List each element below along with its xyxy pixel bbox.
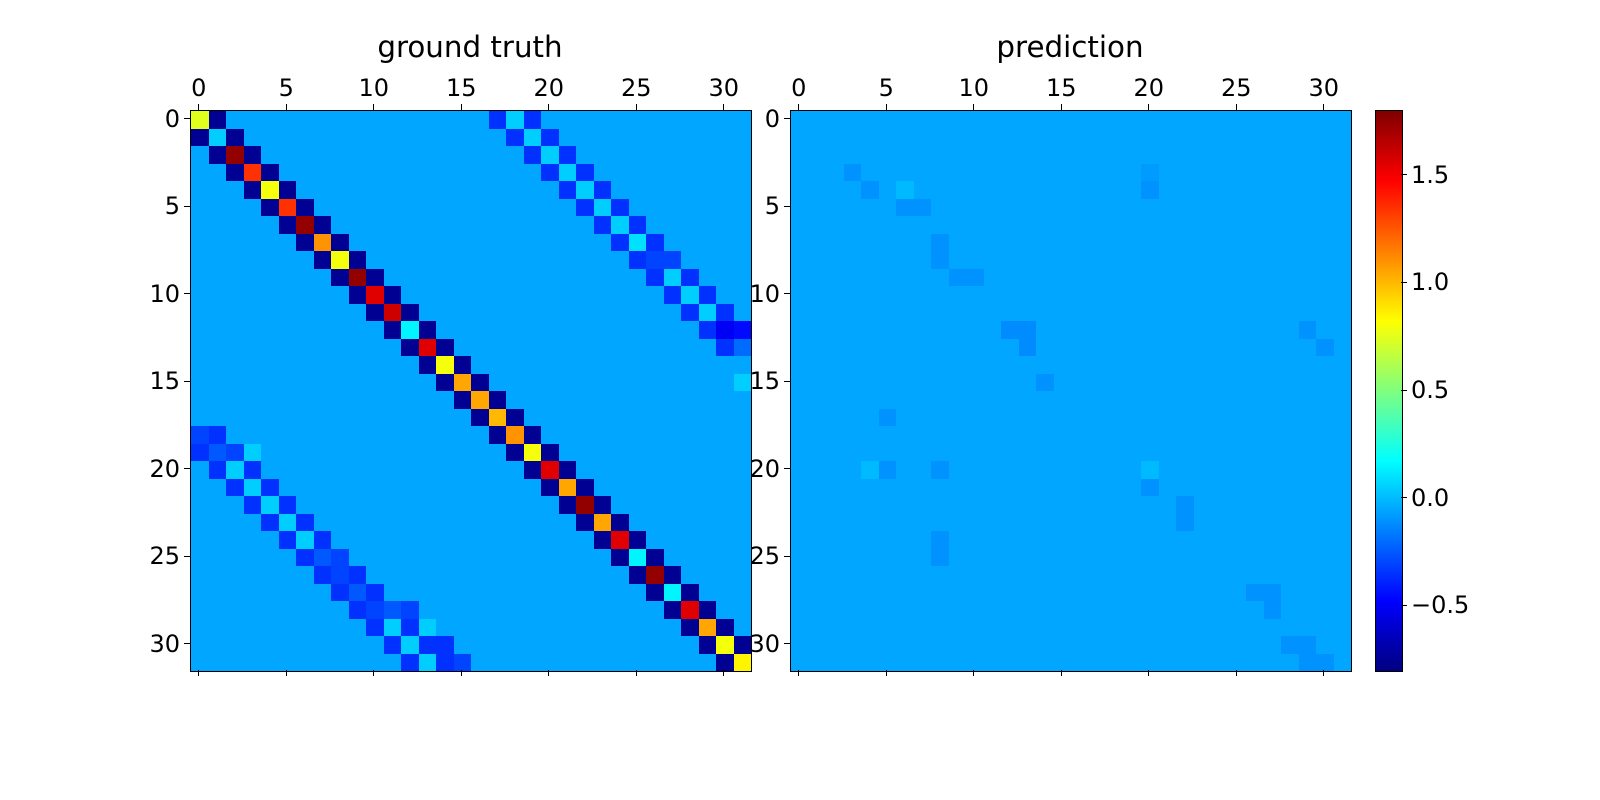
x-tick-bottom: [723, 670, 724, 676]
y-tick-label: 10: [135, 280, 180, 308]
y-tick-label: 25: [735, 542, 780, 570]
panel-title: ground truth: [190, 30, 750, 64]
x-tick-label: 30: [1304, 74, 1344, 102]
y-tick: [184, 293, 190, 294]
y-tick: [184, 381, 190, 382]
x-tick: [798, 104, 799, 110]
x-tick: [373, 104, 374, 110]
x-tick-bottom: [1061, 670, 1062, 676]
y-tick-label: 15: [735, 367, 780, 395]
x-tick: [1323, 104, 1324, 110]
heatmap-panel: prediction051015202530051015202530: [790, 110, 1350, 670]
x-tick: [1148, 104, 1149, 110]
x-tick: [723, 104, 724, 110]
y-tick-label: 0: [735, 105, 780, 133]
colorbar-tick: [1401, 174, 1407, 175]
y-tick: [184, 468, 190, 469]
x-tick-label: 10: [954, 74, 994, 102]
y-tick: [784, 643, 790, 644]
y-tick: [184, 556, 190, 557]
y-tick-label: 30: [135, 630, 180, 658]
x-tick-label: 25: [1216, 74, 1256, 102]
x-tick-bottom: [1148, 670, 1149, 676]
heatmap-grid: [790, 110, 1352, 672]
x-tick-label: 15: [1041, 74, 1081, 102]
y-tick-label: 0: [135, 105, 180, 133]
heatmap-panel: ground truth051015202530051015202530: [190, 110, 750, 670]
x-tick-label: 20: [1129, 74, 1169, 102]
y-tick-label: 20: [135, 455, 180, 483]
y-tick: [784, 293, 790, 294]
x-tick: [286, 104, 287, 110]
y-tick: [184, 643, 190, 644]
x-tick-bottom: [798, 670, 799, 676]
colorbar-tick: [1401, 497, 1407, 498]
x-tick-label: 0: [179, 74, 219, 102]
x-tick-bottom: [636, 670, 637, 676]
x-tick-bottom: [198, 670, 199, 676]
y-tick: [784, 381, 790, 382]
x-tick-label: 25: [616, 74, 656, 102]
x-tick: [461, 104, 462, 110]
x-tick-label: 5: [266, 74, 306, 102]
y-tick-label: 5: [135, 192, 180, 220]
x-tick: [886, 104, 887, 110]
colorbar-tick-label: −0.5: [1411, 591, 1469, 619]
x-tick-bottom: [548, 670, 549, 676]
x-tick-label: 30: [704, 74, 744, 102]
x-tick: [636, 104, 637, 110]
colorbar-tick: [1401, 605, 1407, 606]
x-tick-bottom: [886, 670, 887, 676]
x-tick: [198, 104, 199, 110]
colorbar-tick: [1401, 390, 1407, 391]
x-tick: [548, 104, 549, 110]
x-tick: [1061, 104, 1062, 110]
x-tick-bottom: [373, 670, 374, 676]
y-tick: [184, 118, 190, 119]
y-tick-label: 30: [735, 630, 780, 658]
x-tick-label: 5: [866, 74, 906, 102]
y-tick-label: 5: [735, 192, 780, 220]
y-tick-label: 25: [135, 542, 180, 570]
panel-title: prediction: [790, 30, 1350, 64]
y-tick: [184, 206, 190, 207]
colorbar-tick-label: 0.5: [1411, 376, 1449, 404]
x-tick-label: 10: [354, 74, 394, 102]
x-tick-bottom: [286, 670, 287, 676]
colorbar-tick-label: 0.0: [1411, 484, 1449, 512]
colorbar-tick: [1401, 282, 1407, 283]
heatmap-grid: [190, 110, 752, 672]
colorbar: [1375, 110, 1403, 672]
x-tick-bottom: [1236, 670, 1237, 676]
x-tick-label: 20: [529, 74, 569, 102]
y-tick: [784, 118, 790, 119]
x-tick: [973, 104, 974, 110]
x-tick-label: 0: [779, 74, 819, 102]
y-tick-label: 20: [735, 455, 780, 483]
x-tick-bottom: [1323, 670, 1324, 676]
y-tick: [784, 556, 790, 557]
x-tick-bottom: [973, 670, 974, 676]
y-tick: [784, 468, 790, 469]
y-tick-label: 10: [735, 280, 780, 308]
x-tick: [1236, 104, 1237, 110]
colorbar-tick-label: 1.5: [1411, 161, 1449, 189]
colorbar-tick-label: 1.0: [1411, 268, 1449, 296]
y-tick: [784, 206, 790, 207]
y-tick-label: 15: [135, 367, 180, 395]
x-tick-label: 15: [441, 74, 481, 102]
x-tick-bottom: [461, 670, 462, 676]
